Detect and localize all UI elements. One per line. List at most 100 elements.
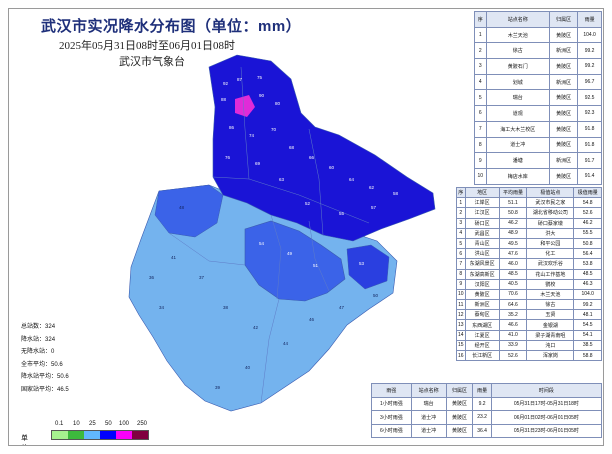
table-cell: 91.8 [577,120,602,138]
table-cell: 10 [456,288,466,301]
table-cell: 99.2 [577,42,602,60]
district-borders [168,66,370,404]
legend-ticks: 0.1 10 25 50 100 250 [55,421,185,429]
legend-swatch [68,431,84,439]
svg-text:42: 42 [253,325,259,330]
table-cell: 武汉欢乐谷 [526,258,575,270]
table-cell: 92.5 [577,89,602,107]
table-cell: 91.4 [577,167,602,185]
region-west-mid [154,184,224,238]
table-cell: 48.5 [573,268,602,280]
table-header-row: 序地区 平均雨量 极值站点 极值雨量 [456,186,602,199]
table-cell: 50.8 [498,207,528,219]
table-cell: 东湖高新区 [464,268,500,280]
svg-text:52: 52 [305,201,311,206]
svg-text:34: 34 [159,305,165,310]
region-urban-core [244,220,346,302]
table-cell: 12 [456,309,466,321]
region-east-mid [346,244,390,290]
district-row: 8 东湖高新区 48.5 花山工作基地 48.5 [456,268,602,280]
table-cell: 瑞台 [410,396,447,411]
table-cell: 木兰天池 [526,288,575,301]
table-cell: 3小时雨强 [371,410,412,425]
svg-text:48: 48 [179,205,185,210]
station-row: 7 海工大木兰校区 黄陂区 91.8 [474,120,602,138]
legend-tick: 100 [119,421,130,427]
table-cell: 50.8 [573,237,602,250]
district-row: 9 汉阳区 40.5 鹦校 46.3 [456,278,602,290]
district-row: 4 武昌区 48.9 洪大 55.5 [456,227,602,239]
svg-text:70: 70 [271,127,277,132]
svg-text:92: 92 [223,81,229,86]
region-north-deep [208,54,436,242]
table-cell: 黄陂区 [548,58,579,75]
legend-swatch [84,431,100,439]
table-cell: 91.8 [577,136,602,154]
station-row: 4 划城 新洲区 96.7 [474,73,602,91]
table-cell: 48.1 [573,309,602,321]
table-cell: 江岸区 [464,197,500,209]
table-cell: 道观 [485,105,550,122]
table-cell: 潘塘 [485,152,550,169]
legend-tick: 0.1 [55,421,64,427]
column-header: 序 [456,186,466,199]
table-cell: 6小时雨强 [371,423,412,438]
district-row: 1 江岸区 51.1 武汉市民之家 54.8 [456,197,602,209]
legend-color-bar [51,430,149,440]
legend-swatch [52,431,68,439]
svg-text:60: 60 [329,165,335,170]
table-cell: 36.4 [472,423,492,438]
table-cell: 鹦校 [526,278,575,290]
intensity-row: 6小时雨强 道士冲 黄陂区 36.4 05月31日23时-06月01日05时 [371,423,603,438]
table-cell: 江汉区 [464,207,500,219]
summary-stats: 总站数：324 降水站：324 无降水站：0 全市平均：50.6 降水站平均：5… [21,321,69,396]
table-cell: 53.8 [573,258,602,270]
table-cell: 2 [474,42,487,60]
table-cell: 黄陂区 [548,136,579,154]
legend-swatch [116,431,132,439]
column-header: 时间段 [490,383,603,398]
table-cell: 40.5 [498,278,528,290]
svg-text:53: 53 [359,261,365,266]
table-cell: 硚口蔡家墩 [526,217,575,229]
district-row: 11 新洲区 64.6 徐古 99.2 [456,299,602,311]
svg-text:39: 39 [215,385,221,390]
table-cell: 硚口区 [464,217,500,229]
table-cell: 黄陂区 [548,89,579,107]
map-title: 武汉市实况降水分布图（单位：mm） [41,18,302,35]
top-station-table: 序站点名称 归属区 雨量 1 木兰天池 黄陂区 104.0 2 徐古 新洲区 99.2 3 黄陂石门 黄陂… [474,11,602,185]
table-cell: 武汉市民之家 [526,197,575,209]
intensity-row: 1小时雨强 瑞台 黄陂区 9.2 05月31日17时-05月31日18时 [371,396,603,411]
legend-tick: 10 [73,421,80,427]
heavy-rain-core [235,95,255,117]
table-cell: 51.1 [498,197,528,209]
table-cell: 54.5 [573,319,602,331]
table-header-row: 序站点名称 归属区 雨量 [474,11,602,28]
table-cell: 新洲区 [464,299,500,311]
svg-text:80: 80 [275,101,281,106]
legend-tick: 50 [105,421,112,427]
station-row: 10 梅店水库 黄陂区 91.4 [474,167,602,185]
stat-row: 无降水站：0 [21,349,55,355]
table-cell: 52.6 [573,207,602,219]
table-cell: 玉贤 [526,309,575,321]
table-header-row: 雨强 站点名称 归属区 雨量 时间段 [371,383,603,398]
table-cell: 46.2 [573,217,602,229]
table-cell: 划城 [485,73,550,91]
svg-text:36: 36 [149,275,155,280]
table-cell: 化工 [526,248,575,260]
table-cell: 48.9 [498,227,528,239]
table-cell: 东湖风景区 [464,258,500,270]
table-cell: 99.2 [573,299,602,311]
station-value-labels: 92 87 75 88 90 80 86 74 70 68 66 60 64 62 58 76 69 6… [149,75,399,390]
svg-text:88: 88 [221,97,227,102]
column-header: 归属区 [445,383,474,398]
table-cell: 48.5 [498,268,528,280]
table-cell: 黄陂区 [548,26,579,44]
svg-text:51: 51 [313,263,319,268]
column-header: 雨量 [472,383,492,398]
svg-text:66: 66 [309,155,315,160]
table-cell: 05月31日17时-05月31日18时 [490,396,603,411]
table-cell: 梅店水库 [485,167,550,185]
svg-text:64: 64 [349,177,355,182]
